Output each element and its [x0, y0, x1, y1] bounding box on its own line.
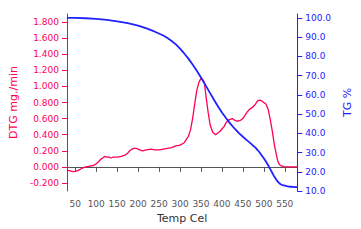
- svg-text:150: 150: [109, 199, 126, 209]
- svg-text:10.0: 10.0: [305, 186, 325, 196]
- svg-text:TG %: TG %: [341, 88, 354, 118]
- svg-text:0.200: 0.200: [33, 146, 59, 156]
- svg-text:50: 50: [70, 199, 82, 209]
- svg-text:50.0: 50.0: [305, 109, 325, 119]
- svg-text:80.0: 80.0: [305, 51, 325, 61]
- svg-text:0.000: 0.000: [33, 162, 59, 172]
- svg-text:350: 350: [192, 199, 209, 209]
- svg-text:DTG mg./min: DTG mg./min: [7, 66, 20, 139]
- svg-text:450: 450: [234, 199, 251, 209]
- svg-text:0.600: 0.600: [33, 114, 59, 124]
- svg-text:1.200: 1.200: [33, 65, 59, 75]
- svg-text:1.800: 1.800: [33, 17, 59, 27]
- svg-text:250: 250: [150, 199, 167, 209]
- svg-text:Temp Cel: Temp Cel: [156, 212, 207, 225]
- svg-text:0.400: 0.400: [33, 130, 59, 140]
- svg-text:300: 300: [171, 199, 188, 209]
- svg-text:70.0: 70.0: [305, 71, 325, 81]
- svg-text:1.000: 1.000: [33, 81, 59, 91]
- svg-text:200: 200: [130, 199, 147, 209]
- svg-text:60.0: 60.0: [305, 90, 325, 100]
- svg-text:100: 100: [88, 199, 105, 209]
- svg-text:500: 500: [255, 199, 272, 209]
- svg-text:30.0: 30.0: [305, 148, 325, 158]
- svg-text:1.400: 1.400: [33, 49, 59, 59]
- svg-text:-0.200: -0.200: [30, 178, 59, 188]
- svg-text:20.0: 20.0: [305, 167, 325, 177]
- svg-text:0.800: 0.800: [33, 98, 59, 108]
- svg-text:550: 550: [276, 199, 293, 209]
- svg-text:90.0: 90.0: [305, 32, 325, 42]
- svg-text:1.600: 1.600: [33, 33, 59, 43]
- svg-text:400: 400: [213, 199, 230, 209]
- svg-text:100.0: 100.0: [305, 13, 331, 23]
- svg-text:40.0: 40.0: [305, 128, 325, 138]
